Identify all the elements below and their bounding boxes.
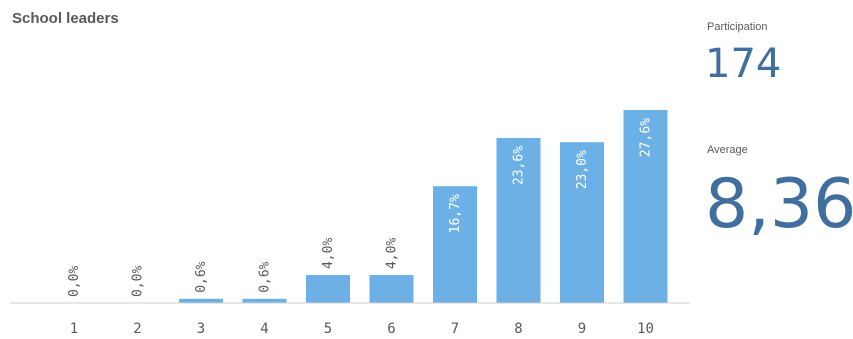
x-tick-label-7: 7 (451, 321, 459, 337)
bar-chart: 1 2 3 4 5 6 7 8 9 10 0,0% 0,0% 0,6% 0,6% 4,0% 4,0% 16,7… (10, 110, 690, 337)
value-label-4: 0,6% (258, 261, 273, 292)
chart-title: School leaders (12, 10, 119, 27)
bar-3 (179, 298, 223, 303)
bar-8 (496, 137, 541, 303)
bar-10 (623, 110, 668, 303)
participation-label: Participation (707, 21, 768, 33)
x-tick-label-4: 4 (260, 321, 268, 337)
x-tick-label-1: 1 (70, 321, 78, 337)
x-tick-label-10: 10 (637, 321, 654, 337)
x-tick-label-2: 2 (133, 321, 141, 337)
value-label-8: 23,6% (512, 146, 527, 185)
bar-7 (433, 186, 477, 303)
bar-4 (242, 298, 287, 303)
value-label-7: 16,7% (448, 194, 463, 233)
x-tick-label-6: 6 (387, 321, 395, 337)
value-label-6: 4,0% (385, 238, 400, 269)
bar-9 (560, 142, 604, 303)
bars-group (179, 110, 668, 303)
value-label-9: 23,0% (575, 150, 590, 189)
bar-5 (306, 275, 350, 303)
value-label-1: 0,0% (67, 266, 82, 297)
bar-6 (369, 275, 414, 303)
x-tick-label-8: 8 (514, 321, 522, 337)
value-label-10: 27,6% (639, 118, 654, 157)
x-tick-label-5: 5 (324, 321, 332, 337)
participation-value: 174 (705, 41, 782, 87)
x-tick-labels: 1 2 3 4 5 6 7 8 9 10 (70, 321, 654, 337)
average-value: 8,36 (705, 165, 853, 244)
value-labels: 0,0% 0,0% 0,6% 0,6% 4,0% 4,0% 16,7% 23,6% 23,0% 2… (67, 118, 654, 297)
value-label-5: 4,0% (321, 238, 336, 269)
average-label: Average (707, 144, 748, 156)
x-tick-label-9: 9 (578, 321, 586, 337)
x-tick-label-3: 3 (197, 321, 205, 337)
value-label-2: 0,0% (131, 266, 146, 297)
value-label-3: 0,6% (194, 261, 209, 292)
